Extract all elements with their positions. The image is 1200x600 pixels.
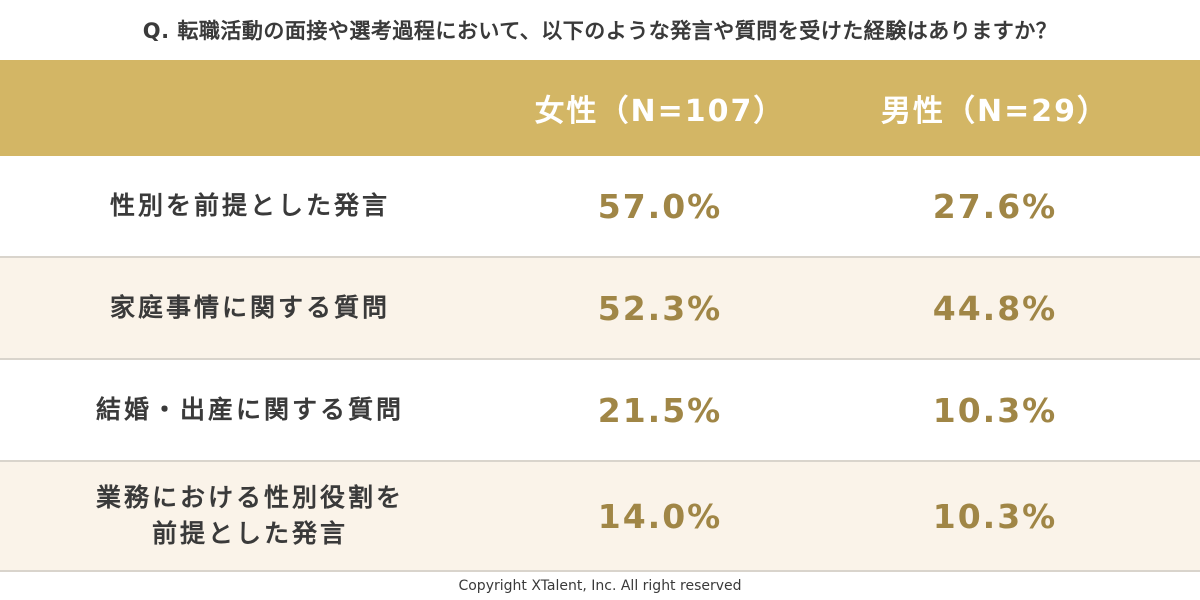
value-female: 14.0%	[597, 496, 723, 536]
value-male: 44.8%	[932, 288, 1058, 328]
table-row: 性別を前提とした発言 57.0% 27.6%	[0, 156, 1200, 258]
table-row: 業務における性別役割を 前提とした発言 14.0% 10.3%	[0, 462, 1200, 572]
value-male: 27.6%	[932, 186, 1058, 226]
row-label: 業務における性別役割を 前提とした発言	[95, 482, 404, 548]
value-male: 10.3%	[932, 390, 1058, 430]
column-header-female: 女性（N=107）	[534, 94, 786, 129]
table-row: 家庭事情に関する質問 52.3% 44.8%	[0, 258, 1200, 360]
row-label: 結婚・出産に関する質問	[95, 394, 404, 424]
row-label: 性別を前提とした発言	[109, 190, 390, 220]
question-title: Q. 転職活動の面接や選考過程において、以下のような発言や質問を受けた経験はあり…	[142, 19, 1058, 43]
table-header: 女性（N=107） 男性（N=29）	[0, 60, 1200, 156]
copyright-text: Copyright XTalent, Inc. All right reserv…	[458, 578, 742, 594]
value-male: 10.3%	[932, 496, 1058, 536]
value-female: 52.3%	[597, 288, 723, 328]
column-header-male: 男性（N=29）	[881, 94, 1109, 129]
row-label: 家庭事情に関する質問	[109, 292, 390, 322]
value-female: 57.0%	[597, 186, 723, 226]
table-row: 結婚・出産に関する質問 21.5% 10.3%	[0, 360, 1200, 462]
value-female: 21.5%	[597, 390, 723, 430]
